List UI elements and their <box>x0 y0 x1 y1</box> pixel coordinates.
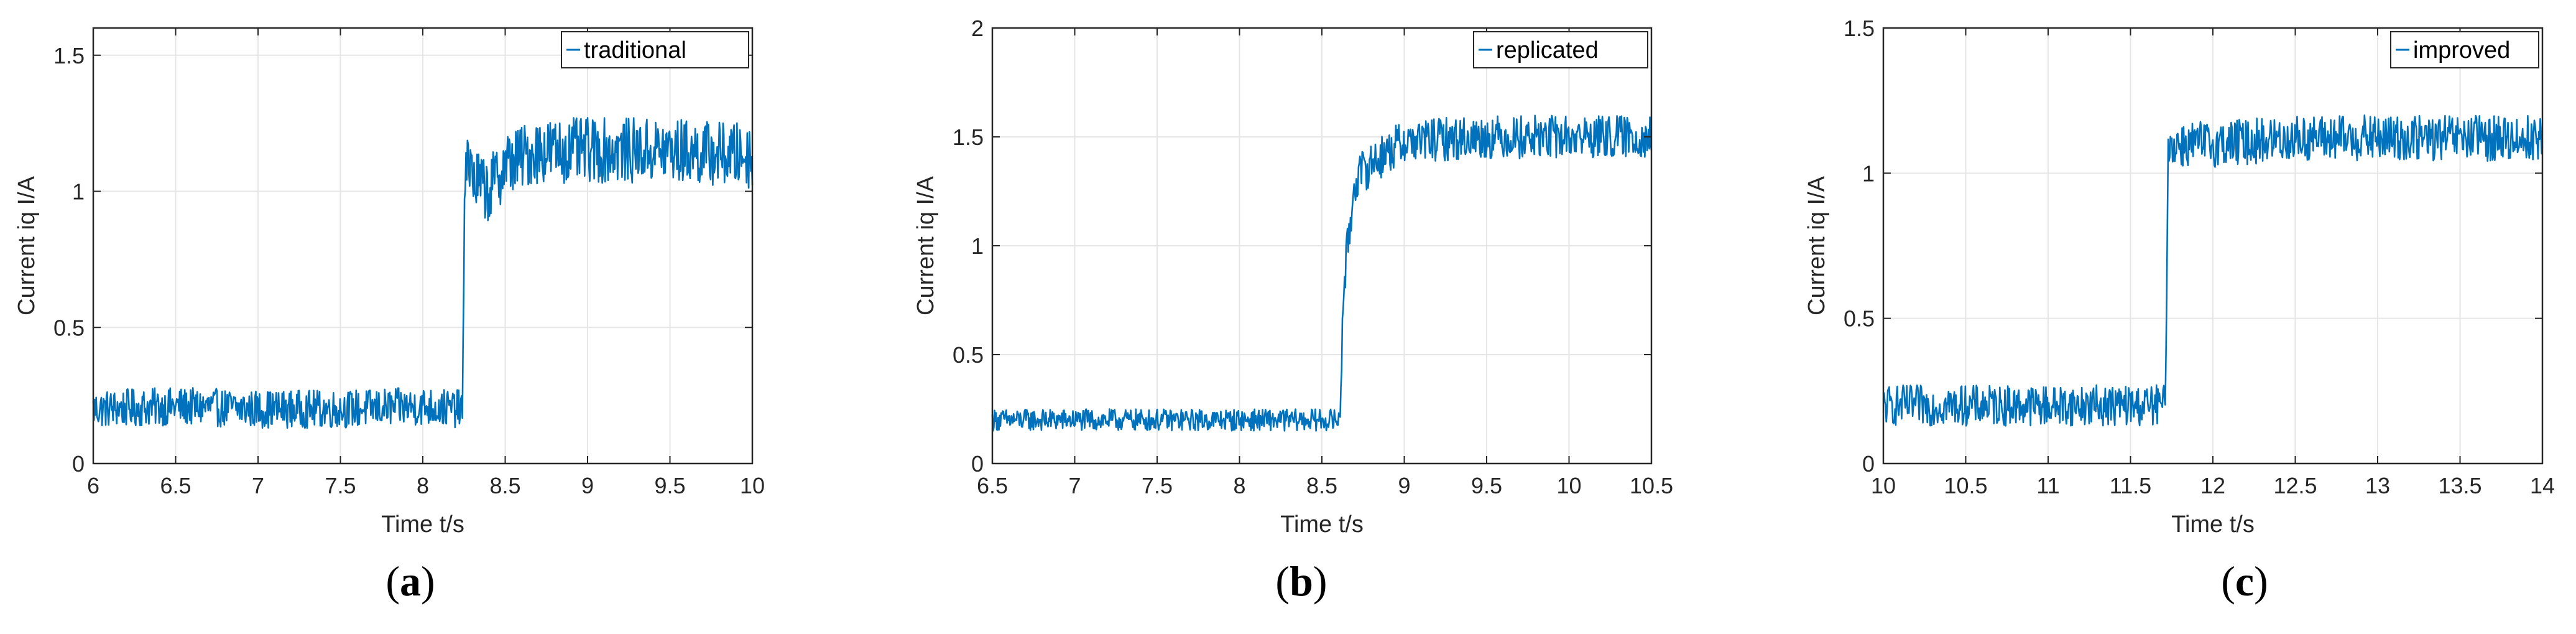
subfigure-label-b: (b) <box>1275 557 1327 605</box>
y-tick-label: 1 <box>1862 161 1875 186</box>
x-tick-label: 9.5 <box>1471 473 1502 498</box>
x-tick-label: 13 <box>2365 473 2390 498</box>
x-axis-title: Time t/s <box>2171 511 2255 538</box>
x-tick-label: 13.5 <box>2438 473 2481 498</box>
x-axis-title: Time t/s <box>381 511 464 538</box>
y-axis-title: Current iq I/A <box>14 175 40 315</box>
legend-box <box>2390 31 2539 68</box>
y-tick-label: 0.5 <box>953 342 984 368</box>
legend: replicated <box>1473 31 1648 68</box>
series-line-traditional <box>92 117 754 429</box>
x-tick-label: 10 <box>740 473 765 498</box>
x-tick-label: 7 <box>252 473 264 498</box>
x-tick-label: 11.5 <box>2110 473 2151 498</box>
subfigure-letter-c: c <box>2235 557 2255 605</box>
x-axis-title: Time t/s <box>1280 511 1364 538</box>
x-tick-label: 8 <box>1233 473 1245 498</box>
series-line-replicated <box>991 114 1653 432</box>
y-tick-label: 1.5 <box>1844 16 1875 41</box>
x-tick-label: 8.5 <box>489 473 520 498</box>
subfigure-letter-b: b <box>1290 557 1313 605</box>
x-tick-label: 8 <box>417 473 429 498</box>
x-tick-label: 10 <box>1556 473 1581 498</box>
legend-entry: improved <box>2413 37 2510 63</box>
legend-entry: replicated <box>1496 37 1599 63</box>
x-tick-label: 10 <box>1871 473 1896 498</box>
x-tick-label: 6 <box>87 473 99 498</box>
x-tick-label: 6.5 <box>160 473 191 498</box>
y-tick-label: 2 <box>971 16 984 41</box>
x-tick-label: 11 <box>2036 473 2059 498</box>
x-tick-label: 12.5 <box>2273 473 2317 498</box>
y-tick-label: 1 <box>971 233 984 259</box>
subfigure-label-a: (a) <box>385 557 435 605</box>
y-tick-label: 0 <box>971 451 984 477</box>
legend-box <box>1473 31 1648 68</box>
series-line-improved <box>1883 114 2544 427</box>
y-axis-title: Current iq I/A <box>913 175 939 315</box>
subfigure-label-c: (c) <box>2221 557 2268 605</box>
x-tick-label: 9.5 <box>654 473 685 498</box>
legend-entry: traditional <box>584 37 686 63</box>
x-tick-label: 12 <box>2200 473 2225 498</box>
x-tick-label: 8.5 <box>1306 473 1337 498</box>
x-tick-label: 10.5 <box>1630 473 1673 498</box>
legend: traditional <box>561 31 749 68</box>
x-tick-label: 7 <box>1068 473 1081 498</box>
y-tick-label: 0 <box>72 451 85 477</box>
x-tick-label: 6.5 <box>977 473 1008 498</box>
legend: improved <box>2390 31 2539 68</box>
y-tick-label: 1.5 <box>953 124 984 150</box>
y-tick-label: 0.5 <box>1844 306 1875 332</box>
y-axis-title: Current iq I/A <box>1804 175 1830 315</box>
x-tick-label: 14 <box>2530 473 2555 498</box>
subfigure-letter-a: a <box>400 557 421 605</box>
x-tick-label: 7.5 <box>1142 473 1173 498</box>
x-tick-label: 9 <box>581 473 594 498</box>
x-tick-label: 9 <box>1398 473 1410 498</box>
y-tick-label: 0.5 <box>53 315 85 340</box>
chart-panel-b: 6.5 7 7.5 8 8.5 9 9.5 10 10.5 0 0.5 1 1.5 2 Time t/s Cu… <box>913 16 1673 538</box>
y-tick-label: 1 <box>72 179 85 205</box>
y-tick-label: 1.5 <box>53 43 85 68</box>
y-tick-label: 0 <box>1862 451 1875 477</box>
legend-box <box>561 31 749 68</box>
chart-panel-a: 6 6.5 7 7.5 8 8.5 9 9.5 10 0 0.5 1 1.5 Time t/s Curren… <box>14 27 765 538</box>
x-tick-label: 10.5 <box>1944 473 1987 498</box>
x-tick-label: 7.5 <box>325 473 356 498</box>
